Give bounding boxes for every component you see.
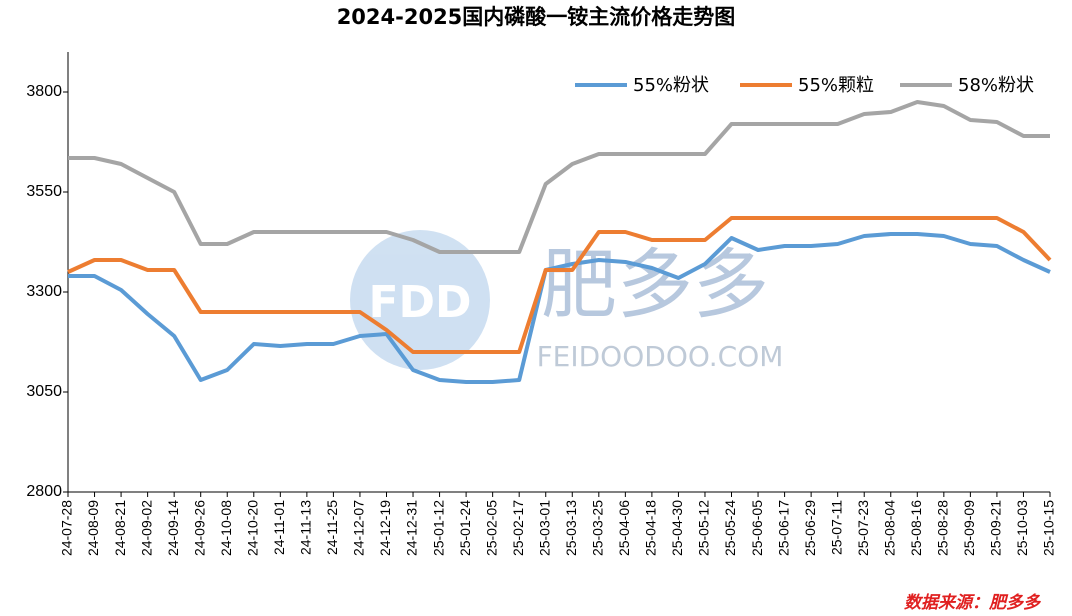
x-tick-label: 24-07-28 [59, 500, 75, 556]
x-tick-label: 24-12-07 [351, 500, 367, 556]
x-tick-label: 24-12-19 [377, 500, 393, 556]
watermark-logo: FDD [368, 277, 471, 328]
series-line [68, 100, 1050, 254]
watermark-brand: 肥多多 [541, 240, 769, 329]
y-tick-label: 3300 [26, 283, 62, 300]
x-tick-label: 24-09-02 [138, 500, 154, 556]
x-tick-label: 25-05-12 [696, 500, 712, 556]
chart-title: 2024-2025国内磷酸一铵主流价格走势图 [337, 5, 736, 29]
x-tick-label: 25-01-24 [457, 500, 473, 556]
x-tick-label: 24-11-25 [324, 500, 340, 555]
x-tick-label: 25-03-01 [536, 500, 552, 556]
x-tick-label: 24-10-08 [218, 500, 234, 556]
legend-label: 58%粉状 [958, 75, 1034, 96]
x-tick-label: 25-09-21 [988, 500, 1004, 556]
y-tick-label: 2800 [26, 483, 62, 500]
y-tick-label: 3800 [26, 83, 62, 100]
x-tick-label: 24-10-20 [244, 500, 260, 556]
x-tick-label: 25-02-05 [483, 500, 499, 556]
x-tick-label: 25-07-23 [855, 500, 871, 556]
source-note: 数据来源：肥多多 [904, 593, 1042, 613]
series-line [68, 232, 1051, 384]
x-tick-label: 25-06-05 [749, 500, 765, 556]
x-tick-label: 25-09-09 [961, 500, 977, 556]
x-tick-label: 25-07-11 [828, 500, 844, 555]
x-tick-label: 25-04-06 [616, 500, 632, 556]
x-tick-label: 25-02-17 [510, 500, 526, 556]
legend-label: 55%颗粒 [798, 75, 874, 96]
x-tick-label: 24-09-26 [191, 500, 207, 556]
x-tick-label: 25-03-13 [563, 500, 579, 556]
x-tick-label: 24-08-21 [112, 500, 128, 556]
watermark-site: FEIDOODOO.COM [537, 340, 784, 373]
legend-label: 55%粉状 [633, 75, 709, 96]
x-tick-label: 25-06-17 [775, 500, 791, 556]
x-tick-label: 25-05-24 [722, 500, 738, 556]
x-tick-label: 24-12-31 [404, 500, 420, 556]
x-tick-label: 25-08-16 [908, 500, 924, 556]
x-tick-label: 25-08-28 [935, 500, 951, 556]
x-tick-label: 25-08-04 [881, 500, 897, 556]
x-tick-label: 25-03-25 [590, 500, 606, 556]
x-tick-label: 24-09-14 [165, 500, 181, 556]
x-tick-label: 25-10-15 [1041, 500, 1057, 556]
x-tick-label: 25-10-03 [1014, 500, 1030, 556]
x-tick-label: 25-04-30 [669, 500, 685, 556]
x-tick-label: 25-01-12 [430, 500, 446, 556]
x-tick-label: 25-06-29 [802, 500, 818, 556]
x-tick-label: 24-11-13 [298, 500, 314, 555]
y-tick-label: 3050 [26, 383, 62, 400]
x-tick-label: 24-08-09 [85, 500, 101, 556]
y-tick-label: 3550 [26, 183, 62, 200]
legend: 55%粉状 55%颗粒 58%粉状 [575, 75, 1034, 96]
x-tick-label: 24-11-01 [271, 500, 287, 555]
x-tick-label: 25-04-18 [643, 500, 659, 556]
series-line [67, 216, 1052, 354]
